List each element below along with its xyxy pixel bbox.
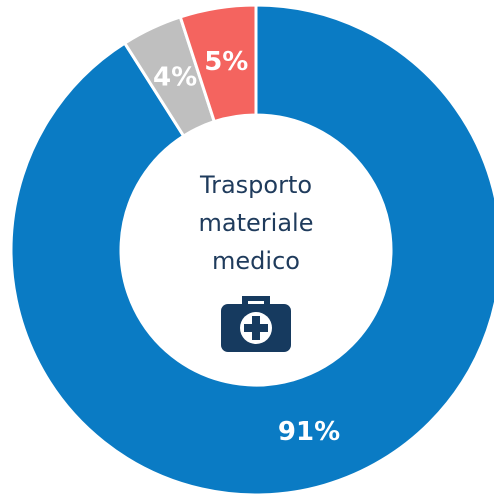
value-label: 91% xyxy=(278,417,340,447)
labels: 91% 4%5% xyxy=(153,47,340,447)
donut-segment xyxy=(9,3,494,497)
donut-segment xyxy=(178,3,258,124)
value-label: 4% xyxy=(153,63,197,93)
center-text: materiale xyxy=(199,209,314,237)
medical-bag-icon xyxy=(221,296,291,352)
center-text: medico xyxy=(212,247,300,275)
center-text: Trasporto xyxy=(199,171,312,199)
value-label: 5% xyxy=(204,47,248,77)
donut xyxy=(9,3,494,497)
